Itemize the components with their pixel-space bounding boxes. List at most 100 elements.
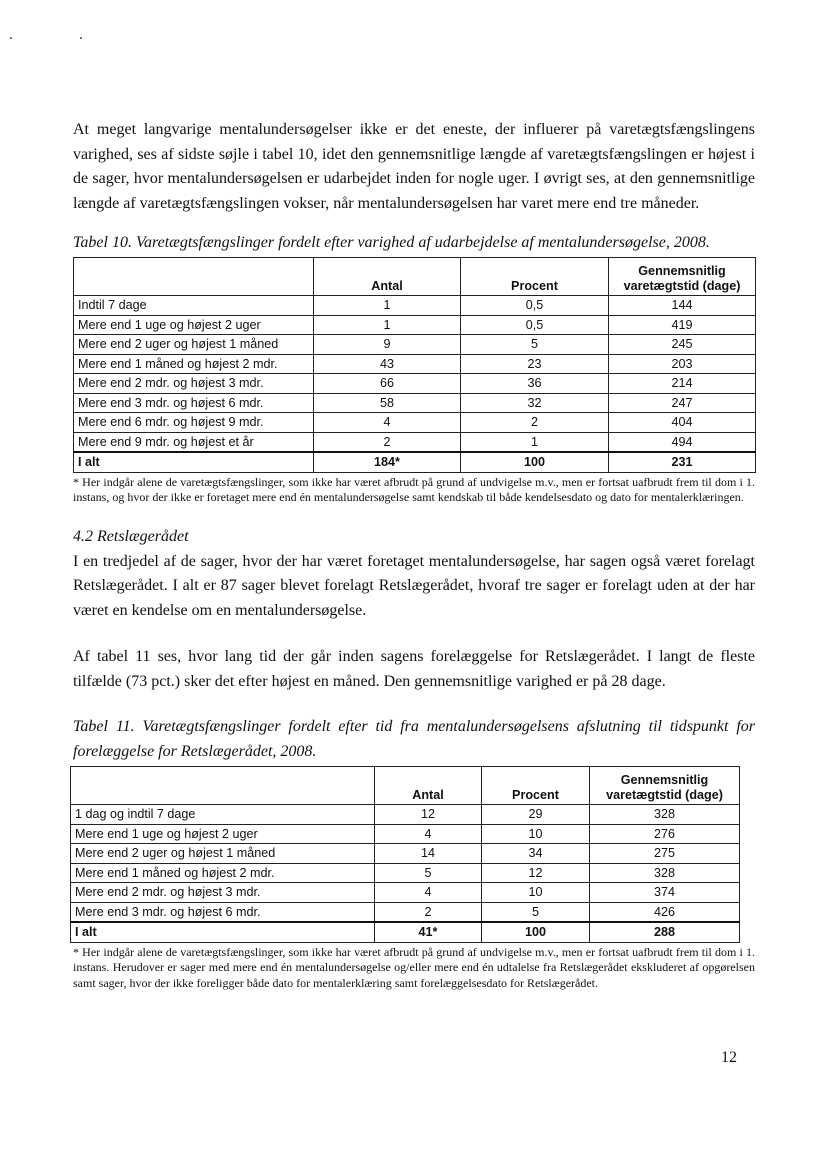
cell-value: 10 [481, 823, 590, 844]
cell-value: 100 [460, 451, 609, 473]
row-label: I alt [70, 921, 375, 943]
row-label: Mere end 2 mdr. og højest 3 mdr. [70, 882, 375, 903]
cell-value: 2 [374, 901, 482, 923]
cell-value: 2 [313, 431, 461, 453]
table10: Antal Procent Gennemsnitlig varetægtstid (… [73, 257, 756, 473]
cell-value: 14 [374, 843, 482, 864]
cell-value: 1 [460, 431, 609, 453]
page-column: At meget langvarige mentalundersøgelser … [70, 121, 756, 1066]
row-label: Indtil 7 dage [73, 295, 314, 316]
cell-value: 247 [608, 392, 756, 413]
cell-value: 1 [313, 314, 461, 335]
cell-value: 419 [608, 314, 756, 335]
table-row: Mere end 9 mdr. og højest et år 2 1 494 [73, 431, 756, 453]
table10-caption: Tabel 10. Varetægtsfængslinger fordelt e… [73, 234, 710, 251]
cell-value: 32 [460, 392, 609, 413]
table-row: Mere end 2 mdr. og højest 3 mdr. 4 10 374 [70, 882, 740, 903]
cell-value: 100 [481, 921, 590, 943]
row-label: Mere end 2 mdr. og højest 3 mdr. [73, 373, 314, 394]
cell-value: 9 [313, 334, 461, 355]
cell-value: 34 [481, 843, 590, 864]
table11: Antal Procent Gennemsnitlig varetægtstid (… [70, 766, 740, 943]
column-header: Antal [313, 257, 461, 296]
cell-value: 12 [374, 804, 482, 825]
cell-value: 66 [313, 373, 461, 394]
paragraph-1: At meget langvarige mentalundersøgelser … [73, 121, 755, 212]
header-row: Antal Procent Gennemsnitlig varetægtstid (… [73, 257, 756, 296]
row-label: Mere end 6 mdr. og højest 9 mdr. [73, 412, 314, 433]
cell-value: 10 [481, 882, 590, 903]
column-header: Procent [481, 766, 590, 805]
cell-value: 404 [608, 412, 756, 433]
column-header: Gennemsnitlig varetægtstid (dage) [608, 257, 756, 296]
total-row: I alt 184* 100 231 [73, 451, 756, 473]
cell-value: 184* [313, 451, 461, 473]
cell-value: 29 [481, 804, 590, 825]
table-row: Mere end 6 mdr. og højest 9 mdr. 4 2 404 [73, 412, 756, 433]
cell-value: 203 [608, 353, 756, 374]
paragraph-3: Af tabel 11 ses, hvor lang tid der går i… [73, 648, 755, 690]
table-row: Mere end 1 uge og højest 2 uger 4 10 276 [70, 823, 740, 844]
row-label: Mere end 2 uger og højest 1 måned [70, 843, 375, 864]
scan-speck [10, 37, 12, 39]
cell-value: 41* [374, 921, 482, 943]
total-row: I alt 41* 100 288 [70, 921, 740, 943]
table-row: Mere end 3 mdr. og højest 6 mdr. 2 5 426 [70, 901, 740, 923]
column-header [73, 257, 314, 296]
table-row: Mere end 3 mdr. og højest 6 mdr. 58 32 247 [73, 392, 756, 413]
cell-value: 36 [460, 373, 609, 394]
row-label: I alt [73, 451, 314, 473]
cell-value: 0,5 [460, 314, 609, 335]
row-label: Mere end 3 mdr. og højest 6 mdr. [73, 392, 314, 413]
cell-value: 144 [608, 295, 756, 316]
row-label: Mere end 1 uge og højest 2 uger [73, 314, 314, 335]
cell-value: 494 [608, 431, 756, 453]
cell-value: 5 [481, 901, 590, 923]
row-label: Mere end 3 mdr. og højest 6 mdr. [70, 901, 375, 923]
table11-footnote: * Her indgår alene de varetægtsfængsling… [73, 944, 755, 990]
cell-value: 231 [608, 451, 756, 473]
cell-value: 426 [589, 901, 740, 923]
table-row: Mere end 1 uge og højest 2 uger 1 0,5 419 [73, 314, 756, 335]
table-row: 1 dag og indtil 7 dage 12 29 328 [70, 804, 740, 825]
table11-caption: Tabel 11. Varetægtsfængslinger fordelt e… [73, 718, 755, 760]
page-number: 12 [721, 1049, 737, 1066]
row-label: Mere end 9 mdr. og højest et år [73, 431, 314, 453]
table10-footnote: * Her indgår alene de varetægtsfængsling… [73, 474, 755, 505]
cell-value: 245 [608, 334, 756, 355]
column-header: Antal [374, 766, 482, 805]
row-label: Mere end 1 måned og højest 2 mdr. [73, 353, 314, 374]
table-row: Mere end 2 uger og højest 1 måned 9 5 245 [73, 334, 756, 355]
table-row: Mere end 2 uger og højest 1 måned 14 34 275 [70, 843, 740, 864]
cell-value: 328 [589, 804, 740, 825]
section-heading: 4.2 Retslægerådet [73, 527, 189, 545]
column-header: Gennemsnitlig varetægtstid (dage) [589, 766, 740, 805]
row-label: Mere end 2 uger og højest 1 måned [73, 334, 314, 355]
table-row: Indtil 7 dage 1 0,5 144 [73, 295, 756, 316]
cell-value: 4 [374, 882, 482, 903]
cell-value: 2 [460, 412, 609, 433]
cell-value: 374 [589, 882, 740, 903]
cell-value: 214 [608, 373, 756, 394]
cell-value: 0,5 [460, 295, 609, 316]
cell-value: 288 [589, 921, 740, 943]
column-header: Procent [460, 257, 609, 296]
cell-value: 23 [460, 353, 609, 374]
cell-value: 276 [589, 823, 740, 844]
cell-value: 5 [460, 334, 609, 355]
table-row: Mere end 1 måned og højest 2 mdr. 43 23 203 [73, 353, 756, 374]
row-label: Mere end 1 uge og højest 2 uger [70, 823, 375, 844]
table-row: Mere end 2 mdr. og højest 3 mdr. 66 36 214 [73, 373, 756, 394]
header-row: Antal Procent Gennemsnitlig varetægtstid (… [70, 766, 740, 805]
cell-value: 43 [313, 353, 461, 374]
row-label: Mere end 1 måned og højest 2 mdr. [70, 862, 375, 883]
row-label: 1 dag og indtil 7 dage [70, 804, 375, 825]
cell-value: 328 [589, 862, 740, 883]
column-header [70, 766, 375, 805]
cell-value: 58 [313, 392, 461, 413]
paragraph-2: I en tredjedel af de sager, hvor der har… [73, 552, 755, 619]
table-row: Mere end 1 måned og højest 2 mdr. 5 12 328 [70, 862, 740, 883]
scan-speck [80, 37, 82, 39]
cell-value: 5 [374, 862, 482, 883]
cell-value: 4 [374, 823, 482, 844]
